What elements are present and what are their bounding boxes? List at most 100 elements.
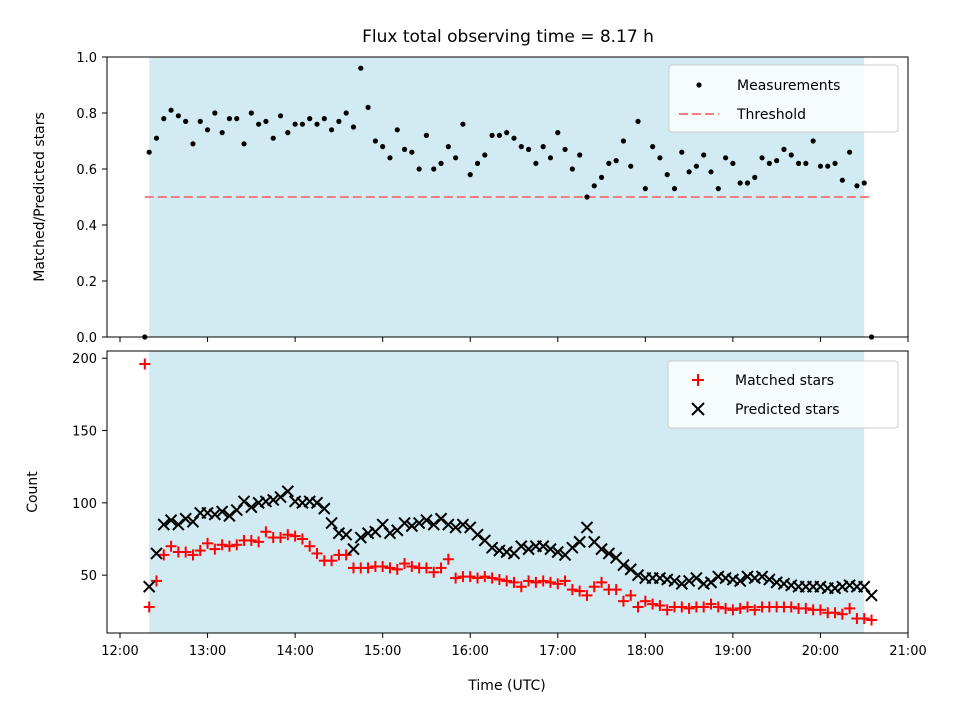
predicted-star-point — [566, 541, 579, 554]
matched-star-point — [486, 572, 498, 584]
predicted-star-mark-b — [376, 518, 389, 531]
measurement-point — [183, 118, 189, 124]
measurement-point — [277, 113, 284, 119]
predicted-star-mark-b — [237, 495, 251, 508]
ratio-y-tick-label: 0.0 — [76, 331, 97, 346]
measurement-point — [372, 138, 378, 144]
count-y-tick-label: 200 — [72, 352, 97, 367]
measurement-point — [328, 127, 335, 133]
count-x-tick-label: 17:00 — [539, 644, 576, 659]
measurement-point — [701, 152, 707, 158]
predicted-star-point — [631, 568, 645, 582]
predicted-star-mark-b — [223, 509, 236, 523]
matched-star-point — [165, 540, 177, 552]
predicted-star-mark-b — [281, 485, 295, 498]
measurement-point — [613, 158, 619, 164]
measurement-point — [431, 166, 437, 172]
matched-star-point — [289, 530, 301, 542]
predicted-star-point — [274, 490, 287, 504]
matched-star-point — [661, 604, 673, 616]
measurement-point — [766, 160, 772, 166]
measurement-point — [533, 160, 539, 166]
matched-star-point — [304, 540, 316, 552]
matched-star-point — [493, 573, 505, 585]
predicted-star-mark-b — [704, 576, 718, 589]
matched-star-point — [187, 549, 199, 561]
predicted-star-point — [733, 574, 747, 588]
predicted-star-point — [318, 502, 331, 515]
measurement-point — [817, 163, 824, 169]
predicted-star-point — [267, 493, 280, 507]
predicted-star-mark-b — [464, 521, 477, 534]
predicted-star-point — [172, 518, 185, 531]
measurement-point — [744, 180, 751, 186]
predicted-star-point — [515, 540, 528, 553]
matched-star-point — [676, 601, 688, 613]
measurement-point — [781, 146, 787, 152]
measurement-point — [219, 130, 225, 136]
count-y-axis: 50 100 150 200 — [72, 352, 107, 584]
matched-star-point — [749, 604, 761, 616]
predicted-star-point — [245, 500, 258, 514]
predicted-star-point — [755, 570, 769, 583]
predicted-star-mark-b — [325, 516, 338, 530]
predicted-star-point — [675, 577, 689, 591]
count-x-tick-label: 18:00 — [627, 644, 664, 659]
predicted-star-mark-b — [493, 544, 506, 557]
predicted-star-mark-b — [339, 528, 353, 541]
predicted-star-point — [485, 541, 499, 554]
predicted-star-mark-b — [449, 521, 462, 534]
predicted-star-point — [310, 496, 324, 510]
measurement-point — [854, 183, 860, 189]
predicted-star-point — [573, 535, 586, 549]
predicted-star-mark-b — [631, 568, 645, 582]
predicted-star-point — [412, 516, 426, 530]
predicted-star-point — [595, 542, 608, 556]
matched-star-point — [391, 563, 403, 575]
matched-star-point — [399, 558, 411, 570]
measurement-point — [409, 149, 415, 155]
ratio-x-ticks — [119, 337, 909, 342]
predicted-star-mark-b — [215, 505, 229, 518]
measurement-point — [847, 149, 853, 155]
predicted-star-mark-b — [865, 589, 878, 602]
measurement-point — [270, 135, 276, 141]
measurements-legend-label: Measurements — [737, 78, 840, 94]
matched-star-point — [464, 571, 476, 583]
measurement-point — [832, 160, 838, 166]
measurement-point — [562, 146, 568, 152]
predicted-star-mark-b — [427, 518, 440, 531]
predicted-star-mark-b — [522, 542, 535, 556]
measurement-point — [635, 118, 641, 124]
measurement-point — [212, 110, 218, 116]
predicted-star-point — [142, 580, 156, 593]
predicted-star-point — [442, 518, 455, 531]
predicted-star-point — [427, 518, 440, 531]
threshold-legend-label: Threshold — [736, 107, 806, 123]
measurement-point — [752, 174, 758, 180]
measurement-point — [730, 160, 736, 166]
matched-star-point — [202, 537, 214, 549]
predicted-star-mark-b — [164, 513, 178, 527]
count-y-tick-label: 100 — [72, 497, 97, 512]
predicted-star-point — [150, 547, 163, 560]
measurement-point — [204, 127, 211, 133]
predicted-star-mark-b — [288, 495, 302, 508]
measurement-point — [774, 158, 780, 164]
measurement-point — [299, 121, 306, 127]
measurement-point — [825, 163, 831, 169]
measurement-point — [679, 149, 685, 155]
matched-star-point — [654, 600, 666, 612]
measurement-point — [591, 183, 597, 189]
predicted-star-mark-b — [434, 512, 448, 525]
measurement-point — [321, 116, 327, 122]
predicted-star-mark-b — [303, 495, 316, 508]
predicted-star-point — [704, 576, 718, 589]
predicted-star-mark-b — [208, 508, 222, 521]
ratio-legend: Measurements Threshold — [668, 64, 899, 133]
measurement-point — [577, 152, 583, 158]
ratio-panel: 0.0 0.2 0.4 0.6 0.8 1.0 Matched/Predicted sta… — [32, 51, 909, 346]
predicted-star-mark-b — [420, 513, 433, 527]
measurement-point — [190, 141, 196, 147]
predicted-star-mark-b — [843, 579, 856, 592]
